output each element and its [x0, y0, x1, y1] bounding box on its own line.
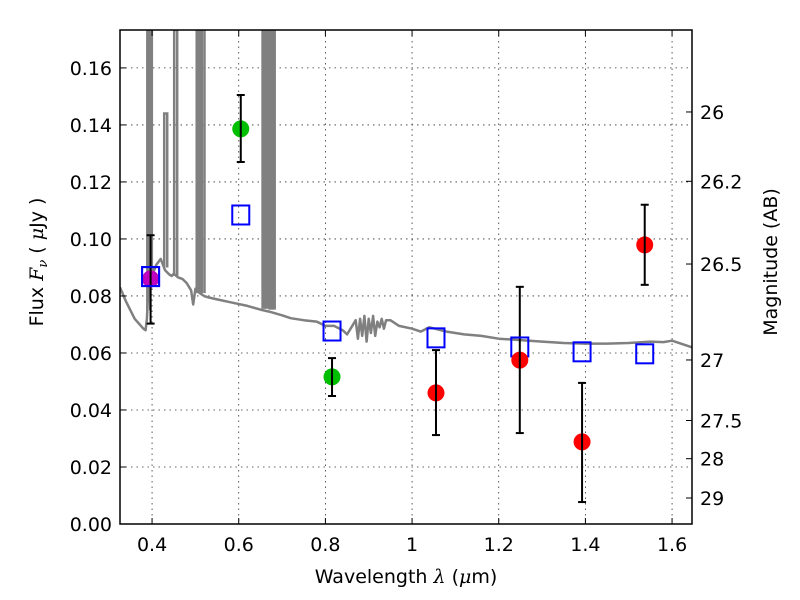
model-photometry-square [322, 320, 342, 342]
emission-line [162, 112, 169, 268]
y2-axis-label: Magnitude (AB) [760, 188, 782, 336]
emission-line [200, 30, 206, 294]
y-tick-label: 0.16 [70, 58, 112, 80]
x-tick-label: 1.2 [484, 534, 514, 556]
x-tick-label: 1.4 [570, 534, 600, 556]
emission-line [146, 30, 152, 311]
model-photometry-square [572, 341, 592, 363]
y2-tick-label: 27 [700, 350, 724, 372]
y2-tick-label: 26 [700, 102, 724, 124]
spectrum-line [120, 257, 692, 349]
plot-frame [119, 29, 693, 525]
x-tick-label: 0.4 [137, 534, 167, 556]
emission-line [270, 30, 276, 310]
y2-tick-label: 28 [700, 449, 724, 471]
spectrum-layer [120, 30, 692, 349]
emission-line [147, 30, 154, 282]
x-tick-label: 1 [406, 534, 418, 556]
model-photometry-square-overlay [141, 266, 161, 288]
model-photometry-square [231, 204, 251, 226]
y-axis-label: Flux Fν ( μJy ) [26, 198, 51, 327]
ticks: 0.4 0.6 0.8 1 1.2 1.4 1.6 0.00 0.02 0.04 0.06 0.08 0… [70, 30, 742, 556]
grid [120, 30, 692, 524]
x-tick-label: 0.6 [224, 534, 254, 556]
y-tick-label: 0.14 [70, 115, 112, 137]
y-tick-label: 0.10 [70, 229, 112, 251]
model-photometry-square [635, 343, 655, 365]
x-axis-label: Wavelength λ (μm) [315, 566, 498, 588]
y-tick-label: 0.04 [70, 400, 112, 422]
model-photometry-square [426, 327, 446, 349]
y2-tick-label: 27.5 [700, 411, 742, 433]
x-tick-label: 1.6 [657, 534, 687, 556]
marker-layer [141, 120, 655, 451]
y-tick-label: 0.12 [70, 172, 112, 194]
y-tick-label: 0.02 [70, 457, 112, 479]
y2-tick-label: 26.5 [700, 254, 742, 276]
y-tick-label: 0.00 [70, 514, 112, 536]
y2-tick-label: 29 [700, 488, 724, 510]
emission-line [263, 30, 269, 309]
emission-line [172, 30, 179, 277]
x-tick-label: 0.8 [310, 534, 340, 556]
y-tick-label: 0.06 [70, 343, 112, 365]
y2-tick-label: 26.2 [700, 171, 742, 193]
y-tick-label: 0.08 [70, 286, 112, 308]
